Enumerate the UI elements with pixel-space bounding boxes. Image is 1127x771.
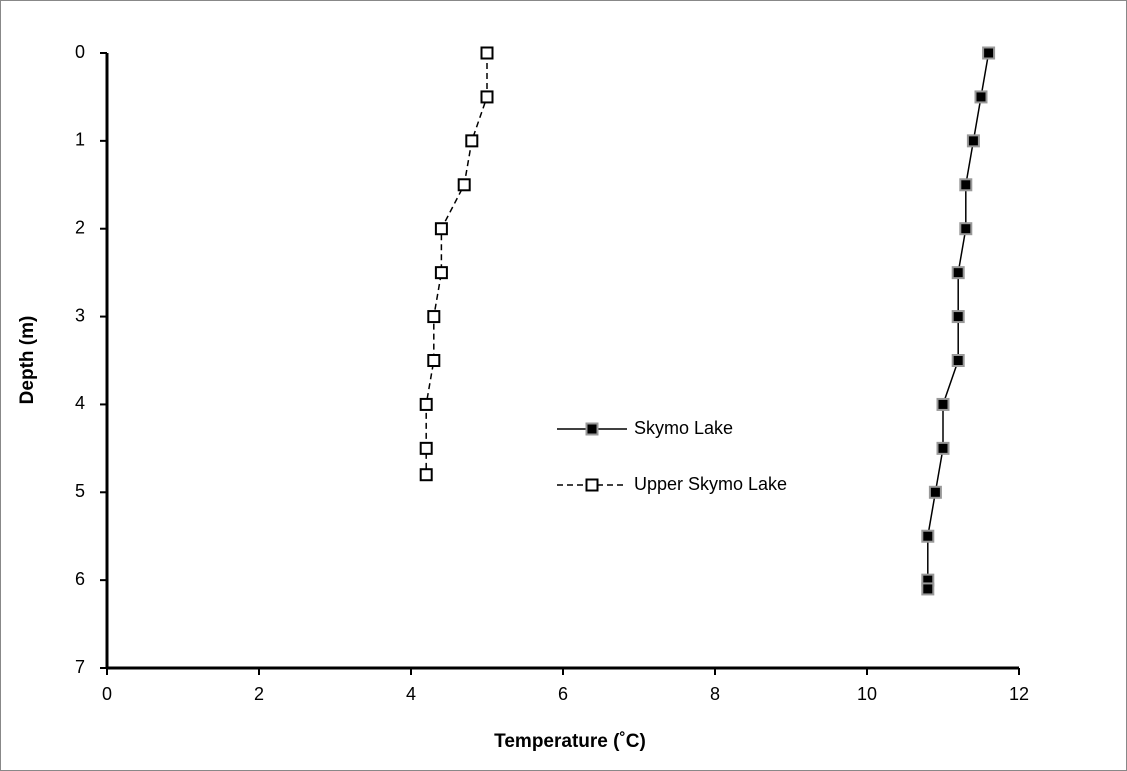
legend-marker: [585, 478, 599, 492]
marker: [966, 134, 980, 148]
marker: [921, 529, 935, 543]
x-tick-label: 8: [710, 684, 720, 704]
x-tick-label: 0: [102, 684, 112, 704]
marker: [457, 178, 471, 192]
y-tick-label: 6: [75, 569, 85, 589]
legend-label: Skymo Lake: [634, 418, 733, 438]
series-line: [927, 52, 990, 589]
marker: [434, 266, 448, 280]
marker: [959, 222, 973, 236]
legend-label: Upper Skymo Lake: [634, 474, 787, 494]
y-tick-label: 1: [75, 130, 85, 150]
y-tick-label: 2: [75, 217, 85, 237]
marker: [465, 134, 479, 148]
marker: [921, 582, 935, 596]
series-line: [425, 53, 488, 475]
y-tick-label: 4: [75, 393, 85, 413]
marker: [936, 397, 950, 411]
marker: [427, 310, 441, 324]
marker: [936, 441, 950, 455]
x-tick-label: 2: [254, 684, 264, 704]
x-tick-label: 12: [1009, 684, 1029, 704]
y-tick-label: 3: [75, 305, 85, 325]
marker: [982, 46, 996, 60]
y-tick-label: 5: [75, 481, 85, 501]
marker: [974, 90, 988, 104]
marker: [419, 468, 433, 482]
marker: [427, 354, 441, 367]
marker: [419, 397, 433, 411]
marker: [951, 310, 965, 324]
marker: [928, 485, 942, 499]
x-tick-label: 6: [558, 684, 568, 704]
marker: [434, 222, 448, 236]
marker: [480, 90, 494, 104]
x-axis-title: Temperature (˚C): [494, 731, 646, 752]
y-axis-title: Depth (m): [17, 316, 38, 405]
marker: [951, 266, 965, 280]
marker: [951, 354, 965, 367]
marker: [419, 441, 433, 455]
x-tick-label: 4: [406, 684, 416, 704]
marker: [959, 178, 973, 192]
legend-marker: [585, 422, 599, 436]
y-tick-label: 0: [75, 42, 85, 62]
y-tick-label: 7: [75, 657, 85, 677]
marker: [480, 46, 494, 60]
x-tick-label: 10: [857, 684, 877, 704]
